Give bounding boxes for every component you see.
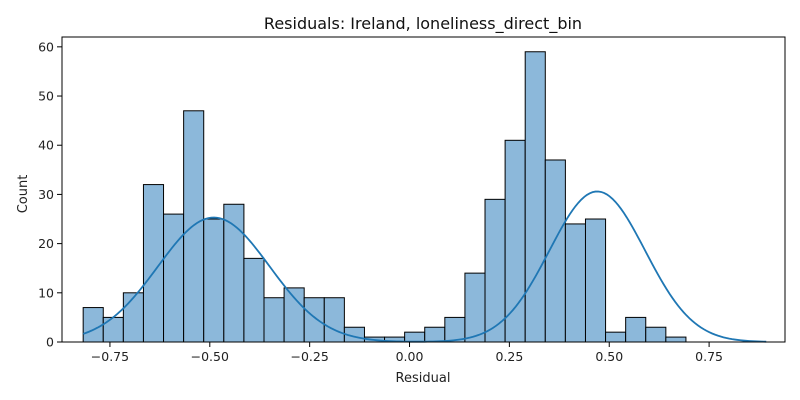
y-tick-label: 20 (38, 236, 54, 251)
y-tick-label: 50 (38, 89, 54, 104)
chart-title: Residuals: Ireland, loneliness_direct_bi… (264, 14, 582, 34)
histogram-bar (524, 51, 546, 343)
y-axis-label: Count (16, 175, 31, 214)
histogram-bar (303, 297, 325, 343)
x-tick-label: 0.00 (396, 349, 424, 364)
y-tick-label: 40 (38, 138, 54, 153)
histogram-bar (203, 218, 225, 343)
bars-group (82, 51, 687, 343)
histogram-bar (323, 297, 345, 343)
histogram-bar (665, 336, 687, 343)
histogram-bar (625, 316, 647, 343)
x-tick-label: 0.25 (495, 349, 523, 364)
y-tick-label: 60 (38, 39, 54, 54)
x-axis-ticks: −0.75 −0.50 −0.25 0.00 0.25 0.50 0.75 (91, 342, 723, 364)
histogram-bar (263, 297, 285, 343)
histogram-bar (163, 213, 185, 343)
histogram-bar (243, 257, 265, 343)
x-tick-label: −0.50 (191, 349, 229, 364)
histogram-bar (645, 326, 667, 343)
y-tick-label: 30 (38, 187, 54, 202)
histogram-bar (605, 331, 627, 343)
histogram-bar (424, 326, 446, 343)
y-axis-ticks: 0 10 20 30 40 50 60 (38, 39, 62, 350)
x-axis-label: Residual (396, 371, 451, 386)
histogram-bar (564, 223, 586, 343)
x-tick-label: 0.75 (695, 349, 723, 364)
histogram-bar (464, 272, 486, 343)
histogram-bar (404, 331, 426, 343)
histogram-bar (82, 307, 104, 343)
histogram-bar (283, 287, 305, 343)
x-tick-label: 0.50 (595, 349, 623, 364)
y-tick-label: 0 (46, 335, 54, 350)
plot-frame (61, 36, 786, 343)
x-tick-label: −0.75 (91, 349, 129, 364)
histogram-bar (122, 292, 144, 343)
histogram-bar (584, 218, 607, 343)
histogram-bar (102, 316, 124, 343)
x-tick-label: −0.25 (291, 349, 329, 364)
histogram-bar (504, 139, 526, 343)
y-tick-label: 10 (38, 285, 54, 300)
